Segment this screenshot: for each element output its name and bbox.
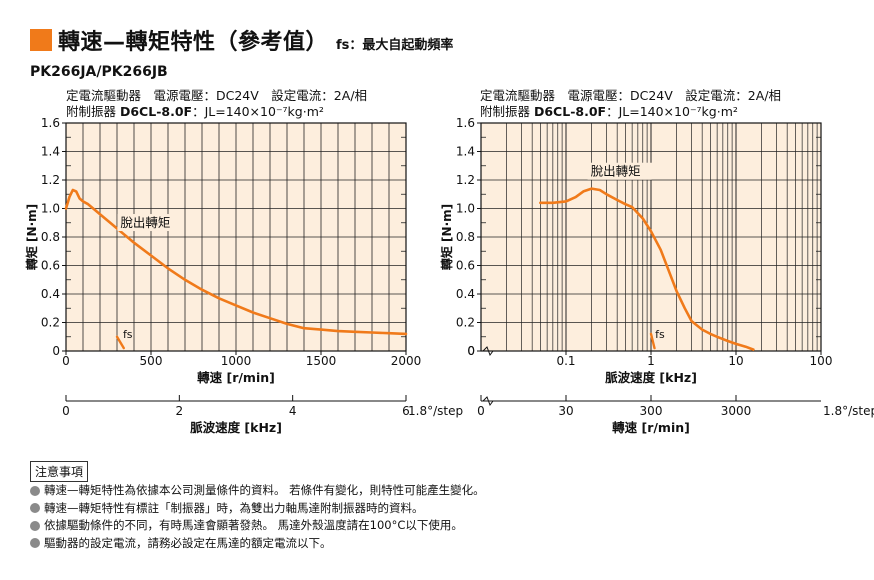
right-ytick-label: 0.6 [456, 259, 475, 273]
left-secondary-xlabel: 脈波速度 [kHz] [190, 420, 282, 435]
left-xtick-label: 500 [140, 354, 163, 368]
left-ytick-label: 1.6 [41, 116, 60, 130]
note-item: 轉速—轉矩特性有標註「制振器」時，為雙出力軸馬達附制振器時的資料。 [30, 500, 485, 518]
right-damper-label: 附制振器 [480, 104, 534, 119]
title-square-icon [30, 29, 52, 51]
page-title: 轉速—轉矩特性（參考值） [58, 30, 329, 55]
left-secondary-tick-label: 4 [289, 404, 297, 418]
right-secondary-unit: 1.8°/step [823, 404, 874, 418]
left-secondary-tick-label: 6 [402, 404, 410, 418]
right-xtick-label: 10 [728, 354, 743, 368]
right-xlabel: 脈波速度 [kHz] [605, 370, 697, 385]
left-fs-line [115, 335, 126, 350]
right-ytick-label: 1.4 [456, 145, 475, 159]
left-secondary-unit: 1.8°/step [408, 404, 463, 418]
left-ytick-label: 1.2 [41, 173, 60, 187]
left-ytick-label: 1.0 [41, 202, 60, 216]
right-ytick-label: 1.2 [456, 173, 475, 187]
right-condition-line1: 定電流驅動器 電源電壓：DC24V 設定電流：2A/相 [480, 88, 782, 103]
left-ytick-label: 0.8 [41, 230, 60, 244]
left-conditions: 定電流驅動器 電源電壓：DC24V 設定電流：2A/相 附制振器 D6CL-8.… [66, 88, 367, 120]
left-condition-line2: 附制振器 D6CL-8.0F：JL=140×10⁻⁷kg·m² [66, 104, 367, 120]
left-xtick-label: 1000 [221, 354, 252, 368]
right-fs-line [649, 332, 656, 350]
left-annotation-bg [117, 214, 182, 232]
note-text: 依據驅動條件的不同，有時馬達會顯著發熱。 馬達外殼溫度請在100°C以下使用。 [44, 518, 463, 532]
page-subtitle: fs：最大自起動頻率 [336, 37, 454, 53]
title-row: 轉速—轉矩特性（參考值） fs：最大自起動頻率 [30, 22, 453, 58]
model-name: PK266JA/PK266JB [30, 64, 168, 80]
right-xtick-label: 100 [810, 354, 833, 368]
bullet-icon [30, 485, 40, 496]
notes-heading: 注意事項 [30, 461, 89, 482]
note-text: 轉速—轉矩特性有標註「制振器」時，為雙出力軸馬達附制振器時的資料。 [44, 500, 424, 515]
right-annotation-fs: fs [655, 328, 665, 341]
chart-left: 00.20.40.60.81.01.21.41.6轉矩 [N·m]0 500 100… [24, 116, 874, 435]
left-xtick-label: 1500 [306, 354, 337, 368]
right-zero-label: 0 [467, 344, 475, 358]
left-ytick-label: 0.4 [41, 287, 60, 301]
left-secondary-tick-label: 2 [176, 404, 184, 418]
left-annotation-fs: fs [123, 328, 133, 341]
left-secondary-tick-label: 0 [62, 404, 70, 418]
bullet-icon [30, 520, 40, 531]
note-text: 驅動器的設定電流，請務必設定在馬達的額定電流以下。 [44, 535, 332, 550]
left-ytick-label: 0 [52, 344, 60, 358]
right-ylabel: 轉矩 [N·m] [439, 204, 454, 270]
right-ytick-label: 1.6 [456, 116, 475, 130]
left-ylabel: 轉矩 [N·m] [24, 204, 39, 270]
right-ytick-label: 0.8 [456, 230, 475, 244]
right-conditions: 定電流驅動器 電源電壓：DC24V 設定電流：2A/相 附制振器 D6CL-8.… [480, 88, 781, 120]
right-ytick-label: 0.2 [456, 316, 475, 330]
right-condition-line2: 附制振器 D6CL-8.0F：JL=140×10⁻⁷kg·m² [480, 104, 781, 120]
left-ytick-label: 0.6 [41, 259, 60, 273]
left-annotation-pullout: 脫出轉矩 [120, 215, 170, 230]
left-ytick-label: 0.2 [41, 316, 60, 330]
right-pullout-torque-line [539, 187, 755, 351]
left-inertia: ：JL=140×10⁻⁷kg·m² [192, 104, 324, 119]
left-condition-line1: 定電流驅動器 電源電壓：DC24V 設定電流：2A/相 [66, 88, 368, 103]
bullet-icon [30, 503, 40, 514]
left-xlabel: 轉速 [r/min] [197, 370, 275, 385]
right-annotation-pullout: 脫出轉矩 [591, 164, 641, 179]
right-axis-break-icon [482, 346, 499, 357]
left-ytick-label: 1.4 [41, 145, 60, 159]
left-damper-model: D6CL-8.0F [119, 104, 193, 119]
right-secondary-tick-label: 3000 [721, 404, 752, 418]
right-secondary-tick-label: 30 [558, 404, 573, 418]
note-item: 依據驅動條件的不同，有時馬達會顯著發熱。 馬達外殼溫度請在100°C以下使用。 [30, 517, 485, 535]
right-secondary-tick-label: 300 [640, 404, 663, 418]
right-xtick-label: 0.1 [556, 354, 575, 368]
left-xtick-label: 0 [62, 354, 70, 368]
note-item: 轉速—轉矩特性為依據本公司測量條件的資料。 若條件有變化，則特性可能產生變化。 [30, 482, 485, 500]
right-secondary-xlabel: 轉速 [r/min] [612, 420, 690, 435]
right-damper-model: D6CL-8.0F [533, 104, 607, 119]
note-text: 轉速—轉矩特性為依據本公司測量條件的資料。 若條件有變化，則特性可能產生變化。 [44, 483, 485, 497]
right-inertia: ：JL=140×10⁻⁷kg·m² [606, 104, 738, 119]
left-xtick-label: 2000 [391, 354, 422, 368]
right-ytick-label: 0.4 [456, 287, 475, 301]
notes-list: 轉速—轉矩特性為依據本公司測量條件的資料。 若條件有變化，則特性可能產生變化。 … [30, 482, 485, 552]
left-damper-label: 附制振器 [66, 104, 120, 119]
right-annotation-bg [587, 162, 652, 180]
right-xtick-label: 1 [647, 354, 655, 368]
note-item: 驅動器的設定電流，請務必設定在馬達的額定電流以下。 [30, 535, 485, 553]
right-ytick-label: 0 [467, 344, 475, 358]
left-pullout-torque-line [64, 188, 408, 336]
right-ytick-label: 1.0 [456, 202, 475, 216]
right-secondary-break-icon [482, 396, 494, 407]
right-secondary-tick-label: 0 [477, 404, 485, 418]
bullet-icon [30, 538, 40, 549]
